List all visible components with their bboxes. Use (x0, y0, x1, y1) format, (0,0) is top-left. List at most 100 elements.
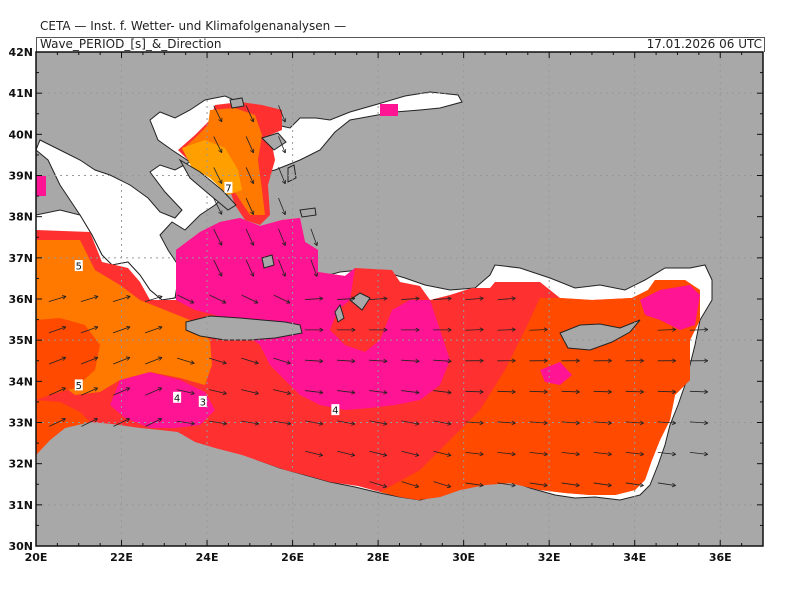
direction-arrow (465, 482, 484, 488)
longitude-label: 32E (538, 551, 561, 564)
svg-text:7: 7 (225, 183, 231, 194)
direction-arrow (213, 167, 223, 184)
direction-arrow (369, 420, 388, 426)
direction-arrow (497, 296, 516, 301)
direction-arrow (593, 482, 612, 488)
direction-arrow (433, 296, 452, 301)
direction-arrow (561, 482, 580, 488)
direction-arrow (593, 389, 612, 395)
karpathos (334, 303, 345, 323)
axis-ticks (35, 51, 764, 547)
direction-arrow (337, 327, 356, 333)
direction-arrow (465, 451, 484, 457)
direction-arrow (245, 259, 255, 277)
direction-arrow (176, 357, 195, 365)
direction-arrow (593, 358, 612, 363)
direction-arrow (401, 481, 420, 489)
direction-arrow (689, 389, 709, 395)
direction-arrow (369, 296, 388, 301)
direction-arrow (561, 358, 580, 363)
direction-arrow (304, 358, 324, 364)
direction-arrow (310, 259, 319, 277)
direction-arrow (625, 482, 644, 488)
svg-text:5: 5 (76, 262, 82, 273)
rhodes (349, 292, 371, 311)
direction-arrow (213, 259, 223, 277)
direction-arrow (433, 481, 452, 489)
direction-arrow (240, 420, 259, 426)
direction-arrow (278, 105, 287, 123)
longitude-label: 26E (281, 551, 304, 564)
chios (287, 164, 297, 183)
direction-arrow (48, 387, 66, 396)
direction-arrow (433, 420, 452, 426)
direction-arrow (497, 420, 516, 426)
direction-arrow (401, 358, 420, 364)
direction-arrow (49, 417, 66, 427)
svg-text:4: 4 (332, 406, 338, 417)
contour-label: 4 (331, 404, 340, 417)
direction-arrow (145, 387, 163, 396)
aegean-zone-pink-far-w (36, 176, 46, 196)
direction-arrow (240, 389, 259, 396)
direction-arrow (529, 358, 548, 363)
direction-arrow (241, 357, 259, 365)
direction-arrow (112, 325, 131, 334)
direction-arrow (80, 295, 99, 303)
contour-label: 3 (198, 395, 207, 408)
direction-arrow (337, 358, 356, 364)
direction-arrow (213, 136, 223, 154)
organization-title: CETA — Inst. f. Wetter- und Klimafolgena… (40, 19, 347, 33)
latitude-label: 42N (8, 46, 33, 59)
samos (299, 207, 317, 218)
direction-arrow (497, 482, 516, 488)
latitude-label: 30N (8, 540, 33, 553)
contour-labels: 5 5 4 3 4 7 (74, 181, 340, 417)
direction-arrow (465, 389, 484, 395)
period-zone-magenta-west (110, 372, 215, 428)
direction-arrow (401, 296, 420, 301)
direction-arrow (433, 327, 452, 333)
direction-arrow (144, 325, 163, 334)
latitude-label: 39N (8, 170, 33, 183)
lesbos (261, 132, 287, 151)
direction-arrow (497, 451, 516, 457)
direction-arrow (657, 420, 676, 426)
direction-arrow (625, 358, 644, 363)
direction-arrow (433, 358, 452, 364)
direction-arrow (689, 327, 709, 332)
longitude-label: 24E (196, 551, 219, 564)
direction-arrow (209, 294, 227, 304)
aegean-zone-pink-ne (380, 104, 398, 116)
direction-arrow (369, 390, 388, 395)
crete (185, 315, 303, 341)
direction-arrow (208, 389, 227, 396)
latitude-label: 36N (8, 293, 33, 306)
period-zone-magenta-east (640, 285, 700, 330)
direction-arrow (657, 482, 676, 488)
direction-arrow (245, 167, 255, 185)
direction-arrow (657, 327, 676, 332)
direction-arrow (208, 420, 227, 426)
direction-arrow (176, 389, 195, 396)
direction-arrow (81, 387, 99, 396)
direction-arrow (213, 229, 223, 246)
latitude-label: 40N (8, 128, 33, 141)
direction-arrow (278, 259, 287, 277)
direction-arrow (465, 327, 484, 332)
direction-arrow (245, 228, 255, 246)
contour-label: 5 (74, 379, 83, 392)
direction-arrow (497, 327, 516, 332)
direction-arrow (465, 420, 484, 426)
contour-label: 7 (224, 181, 233, 194)
direction-arrow (310, 228, 319, 247)
direction-arrow (529, 451, 548, 457)
direction-arrow (241, 294, 259, 304)
latitude-label: 35N (8, 334, 33, 347)
direction-arrow (401, 420, 420, 426)
direction-arrow (593, 420, 612, 426)
latitude-label: 38N (8, 211, 33, 224)
direction-arrow (48, 295, 67, 303)
direction-arrow (144, 295, 163, 303)
